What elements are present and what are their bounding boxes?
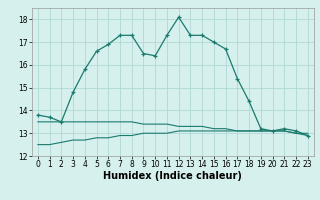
- X-axis label: Humidex (Indice chaleur): Humidex (Indice chaleur): [103, 171, 242, 181]
